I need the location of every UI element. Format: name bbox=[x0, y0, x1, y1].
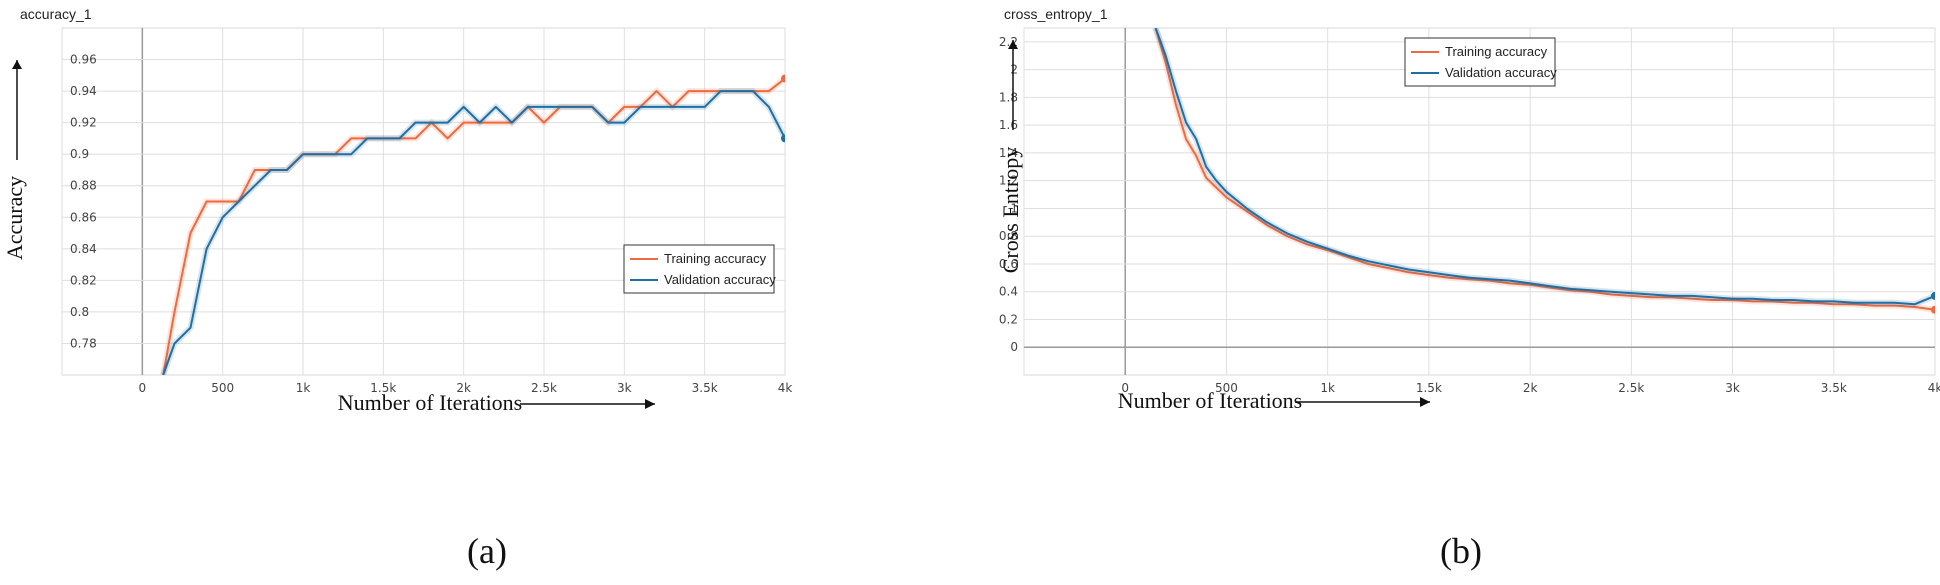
x-tick-label: 1.5k bbox=[370, 381, 396, 395]
x-arrowhead-icon bbox=[645, 399, 655, 409]
panel-label: (b) bbox=[1440, 531, 1482, 571]
y-tick-label: 0.94 bbox=[70, 84, 97, 98]
x-tick-label: 1k bbox=[296, 381, 311, 395]
x-arrowhead-icon bbox=[1420, 397, 1430, 407]
y-tick-label: 2 bbox=[1010, 63, 1018, 77]
legend-box bbox=[623, 244, 775, 294]
chart-title: cross_entropy_1 bbox=[1004, 6, 1108, 22]
y-tick-label: 1.2 bbox=[999, 174, 1018, 188]
legend-label: Training accuracy bbox=[664, 251, 767, 266]
legend-label: Training accuracy bbox=[1445, 44, 1548, 59]
x-tick-label: 1.5k bbox=[1416, 381, 1442, 395]
x-tick-label: 2k bbox=[456, 381, 471, 395]
legend-label: Validation accuracy bbox=[664, 272, 776, 287]
x-tick-label: 4k bbox=[778, 381, 793, 395]
x-tick-label: 3k bbox=[617, 381, 632, 395]
y-tick-label: 0.78 bbox=[70, 336, 97, 350]
accuracy-chart: 0 500 1k 1.5k 2k 2.5k 3k 3.5k 4k 0.78 0.8 0.82 0.84 0… bbox=[2, 27, 793, 415]
x-tick-label: 3k bbox=[1725, 381, 1740, 395]
x-axis-label: Number of Iterations bbox=[1118, 388, 1303, 413]
y-tick-label: 0.86 bbox=[70, 210, 97, 224]
y-tick-label: 0.88 bbox=[70, 179, 97, 193]
panel-label: (a) bbox=[467, 531, 507, 571]
series-line-training bbox=[1154, 28, 1935, 311]
y-tick-label: 1.4 bbox=[999, 146, 1018, 160]
legend-label: Validation accuracy bbox=[1445, 65, 1557, 80]
y-tick-label: 0.6 bbox=[999, 257, 1018, 271]
y-tick-label: 0.2 bbox=[999, 312, 1018, 326]
y-arrowhead-icon bbox=[12, 60, 22, 69]
x-tick-label: 3.5k bbox=[692, 381, 718, 395]
y-tick-label: 0.9 bbox=[70, 147, 89, 161]
y-tick-label: 0 bbox=[1010, 340, 1018, 354]
data-point bbox=[1931, 305, 1935, 314]
y-tick-label: 0.82 bbox=[70, 273, 97, 287]
series-line-validation bbox=[1154, 28, 1935, 306]
x-tick-label: 2.5k bbox=[531, 381, 557, 395]
legend-box bbox=[1404, 37, 1556, 87]
data-point bbox=[781, 74, 785, 83]
y-tick-label: 1 bbox=[1010, 201, 1018, 215]
y-tick-label: 1.6 bbox=[999, 118, 1018, 132]
cross-entropy-chart: 0 500 1k 1.5k 2k 2.5k 3k 3.5k 4k 0 0.2 0.4 0.6 0.8 1 1.… bbox=[998, 27, 1940, 413]
chart-title: accuracy_1 bbox=[20, 6, 92, 22]
data-point bbox=[1931, 291, 1935, 300]
series-line-validation bbox=[162, 90, 785, 375]
x-tick-label: 1k bbox=[1320, 381, 1335, 395]
cross-entropy-chart-panel: cross_entropy_1 0 500 1k 1.5k 2k 2.5k 3k 3.5k 4k… bbox=[990, 0, 1940, 585]
y-tick-label: 0.84 bbox=[70, 242, 97, 256]
x-tick-label: 2.5k bbox=[1618, 381, 1644, 395]
x-axis-label: Number of Iterations bbox=[338, 390, 523, 415]
y-tick-label: 0.8 bbox=[70, 305, 89, 319]
x-tick-label: 2k bbox=[1523, 381, 1538, 395]
y-tick-label: 0.4 bbox=[999, 285, 1018, 299]
x-tick-label: 500 bbox=[211, 381, 234, 395]
y-tick-label: 0.96 bbox=[70, 53, 97, 67]
x-tick-label: 0 bbox=[1121, 381, 1129, 395]
series-line-training bbox=[162, 77, 785, 375]
y-tick-label: 0.8 bbox=[999, 229, 1018, 243]
x-tick-label: 3.5k bbox=[1821, 381, 1847, 395]
accuracy-chart-panel: accuracy_1 0 500 1k 1.5k 2k 2.5k 3k 3.5k 4k 0.78 0… bbox=[2, 6, 793, 571]
data-point bbox=[781, 134, 785, 143]
x-tick-label: 0 bbox=[139, 381, 147, 395]
y-arrowhead-icon bbox=[1008, 40, 1018, 49]
y-axis-label: Cross Entropy bbox=[998, 147, 1023, 274]
y-tick-label: 1.8 bbox=[999, 90, 1018, 104]
x-tick-label: 4k bbox=[1928, 381, 1940, 395]
x-tick-label: 500 bbox=[1215, 381, 1238, 395]
y-tick-label: 0.92 bbox=[70, 116, 97, 130]
y-axis-label: Accuracy bbox=[2, 176, 27, 260]
